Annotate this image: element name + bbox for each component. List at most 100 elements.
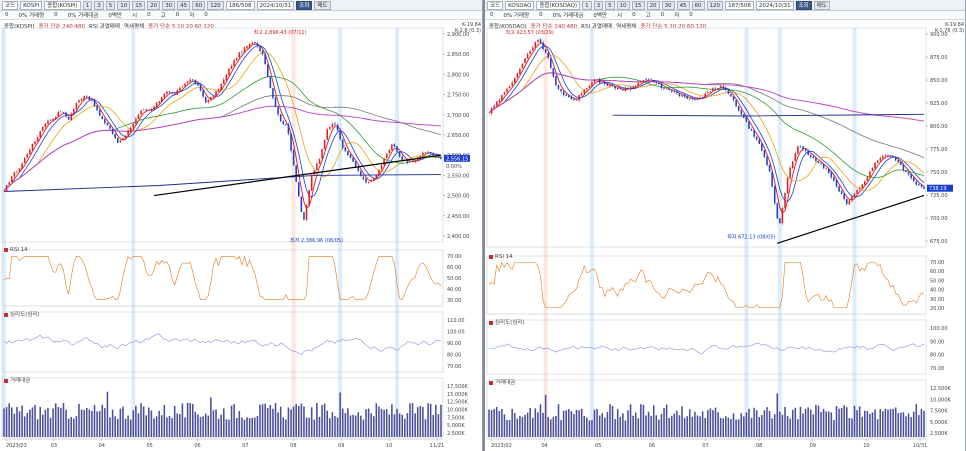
psy-tick-label: 100.00 xyxy=(447,330,465,336)
candle-body xyxy=(871,168,874,171)
candle-body xyxy=(735,100,737,107)
volume-bar xyxy=(44,409,47,437)
volume-bar xyxy=(230,405,233,437)
period-20[interactable]: 20 xyxy=(147,0,161,10)
period-30[interactable]: 30 xyxy=(661,0,675,10)
period-5[interactable]: 5 xyxy=(105,0,116,10)
volume-bar xyxy=(737,419,740,437)
volume-bar xyxy=(241,417,243,437)
volume-bar xyxy=(717,412,719,437)
y-tick-label: 2,850.00 xyxy=(447,52,469,58)
volume-bar xyxy=(329,418,331,437)
volume-bar xyxy=(804,408,807,437)
period-60[interactable]: 60 xyxy=(691,0,705,10)
volume-bar xyxy=(440,404,442,437)
volume-bar xyxy=(562,410,565,437)
period-3[interactable]: 3 xyxy=(94,0,104,10)
pane-divider[interactable] xyxy=(483,0,485,451)
candle-body xyxy=(248,44,251,47)
psy-tick-label: 100.00 xyxy=(930,326,948,332)
sell-button[interactable]: 매도 xyxy=(314,0,331,10)
code-box[interactable]: 코드 xyxy=(2,0,19,10)
period-3[interactable]: 3 xyxy=(593,0,604,10)
psy-panel-frame xyxy=(486,319,927,375)
volume-bar xyxy=(158,410,160,437)
volume-bar xyxy=(168,415,171,437)
period-10[interactable]: 10 xyxy=(117,0,131,10)
candle-body xyxy=(923,186,925,189)
count-box[interactable]: 187/508 xyxy=(725,0,754,10)
period-60[interactable]: 60 xyxy=(192,0,206,10)
top-right-label2: K-1.76 (0.3) xyxy=(935,28,964,34)
volume-bar xyxy=(776,393,779,437)
period-1[interactable]: 1 xyxy=(582,0,592,10)
candle-body xyxy=(542,42,544,50)
code-box[interactable]: 코드 xyxy=(487,0,504,10)
period-45[interactable]: 45 xyxy=(676,0,690,10)
candle-body xyxy=(789,167,791,178)
period-1[interactable]: 1 xyxy=(82,0,93,10)
period-30[interactable]: 30 xyxy=(162,0,176,10)
y-tick-label: 775.00 xyxy=(930,147,948,153)
period-15[interactable]: 15 xyxy=(132,0,146,10)
period-10[interactable]: 10 xyxy=(616,0,630,10)
volume-bar xyxy=(812,414,815,437)
volume-bar xyxy=(529,407,531,437)
count-box[interactable]: 186/508 xyxy=(225,0,255,10)
date-box[interactable]: 2024/10/31 xyxy=(755,0,794,10)
market-select[interactable]: KOSDAQ xyxy=(505,0,535,10)
candle-body xyxy=(562,91,565,95)
period-45[interactable]: 45 xyxy=(177,0,191,10)
volume-bar xyxy=(786,415,789,437)
candle-body xyxy=(217,89,220,92)
rsi-tick-label: 40.00 xyxy=(930,288,944,294)
volume-bar xyxy=(347,408,349,437)
period-120[interactable]: 120 xyxy=(207,0,224,10)
index-name[interactable]: 종합(KOSPI) xyxy=(44,0,81,10)
volume-bar xyxy=(401,414,403,437)
candle-body xyxy=(840,191,843,194)
volume-bar xyxy=(923,410,925,437)
candle-body xyxy=(712,87,714,91)
volume-bar xyxy=(67,418,70,437)
volume-bar xyxy=(897,413,900,437)
period-120[interactable]: 120 xyxy=(706,0,724,10)
sell-button[interactable]: 매도 xyxy=(813,0,830,10)
candle-body xyxy=(70,113,73,121)
volume-bar xyxy=(750,417,753,437)
volume-bar xyxy=(163,405,166,437)
volume-bar xyxy=(830,412,833,437)
volume-bar xyxy=(707,410,709,437)
candle-body xyxy=(779,218,781,224)
y-tick-label: 700.00 xyxy=(930,216,948,222)
date-box[interactable]: 2024/10/31 xyxy=(256,0,295,10)
volume-bar xyxy=(861,416,863,437)
period-20[interactable]: 20 xyxy=(646,0,660,10)
candle-body xyxy=(642,79,645,82)
volume-bar xyxy=(427,403,429,437)
period-15[interactable]: 15 xyxy=(631,0,645,10)
candle-body xyxy=(560,88,562,92)
candle-body xyxy=(119,140,122,143)
index-name[interactable]: 종합(KOSDAQ) xyxy=(536,0,581,10)
volume-bar xyxy=(725,416,727,437)
period-5[interactable]: 5 xyxy=(605,0,615,10)
y-tick-label: 2,900.00 xyxy=(447,32,469,38)
psy-tick-label: 110.00 xyxy=(447,318,465,324)
volume-bar xyxy=(513,413,516,437)
query-button[interactable]: 조회 xyxy=(296,0,313,10)
volume-bar xyxy=(318,416,321,437)
volume-bar xyxy=(106,391,109,437)
candle-body xyxy=(799,146,802,147)
candle-body xyxy=(537,39,539,43)
volume-bar xyxy=(272,408,274,437)
volume-bar xyxy=(779,411,781,437)
market-select[interactable]: KOSPI xyxy=(20,0,43,10)
volume-bar xyxy=(722,418,725,437)
candle-body xyxy=(815,158,817,161)
candle-body xyxy=(47,120,49,124)
query-button[interactable]: 조회 xyxy=(795,0,812,10)
candle-body xyxy=(285,123,287,125)
volume-bar xyxy=(531,417,534,437)
vol-tick-label: 15,000K xyxy=(447,392,468,398)
